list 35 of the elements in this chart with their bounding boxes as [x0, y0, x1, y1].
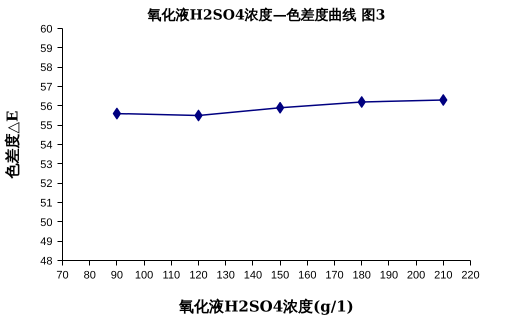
y-tick-label: 53 [40, 158, 53, 171]
y-tick-label: 49 [40, 236, 53, 248]
y-tick-label: 57 [40, 82, 53, 94]
x-tick-label: 130 [216, 270, 235, 282]
y-tick-label: 48 [40, 256, 53, 268]
x-tick-label: 160 [298, 270, 316, 282]
y-tick-label: 52 [40, 178, 53, 190]
x-tick-label: 90 [110, 270, 124, 282]
y-tick-label: 56 [40, 100, 53, 113]
y-tick-label: 58 [40, 62, 53, 74]
y-tick-label: 50 [40, 216, 53, 229]
point [112, 108, 122, 120]
x-tick-label: 180 [352, 270, 371, 282]
y-axis-title: 色差度△E [3, 110, 22, 180]
chart-title: 氧化液H2SO4浓度—色差度曲线 图3 [146, 6, 386, 24]
y-tick-label: 54 [40, 140, 53, 152]
x-tick-label: 110 [162, 270, 180, 282]
y-tick-label: 51 [40, 198, 53, 210]
y-tick-label: 55 [40, 120, 53, 132]
x-tick-label: 200 [406, 270, 426, 282]
x-tick-label: 120 [189, 270, 208, 282]
y-tick-label: 59 [40, 42, 53, 55]
x-tick-label: 100 [134, 270, 154, 282]
x-tick-label: 150 [270, 270, 290, 282]
x-tick-label: 210 [434, 270, 452, 282]
x-tick-label: 190 [380, 270, 398, 282]
x-tick-label: 80 [84, 270, 96, 282]
x-tick-label: 220 [461, 270, 480, 282]
x-tick-label: 170 [325, 270, 344, 282]
point [194, 110, 203, 122]
x-axis-title: 氧化液H2SO4浓度(g/1) [178, 298, 354, 316]
point [276, 102, 284, 114]
x-tick-label: 70 [56, 270, 69, 282]
y-tick-label: 60 [40, 24, 53, 36]
x-tick-label: 140 [244, 270, 262, 282]
